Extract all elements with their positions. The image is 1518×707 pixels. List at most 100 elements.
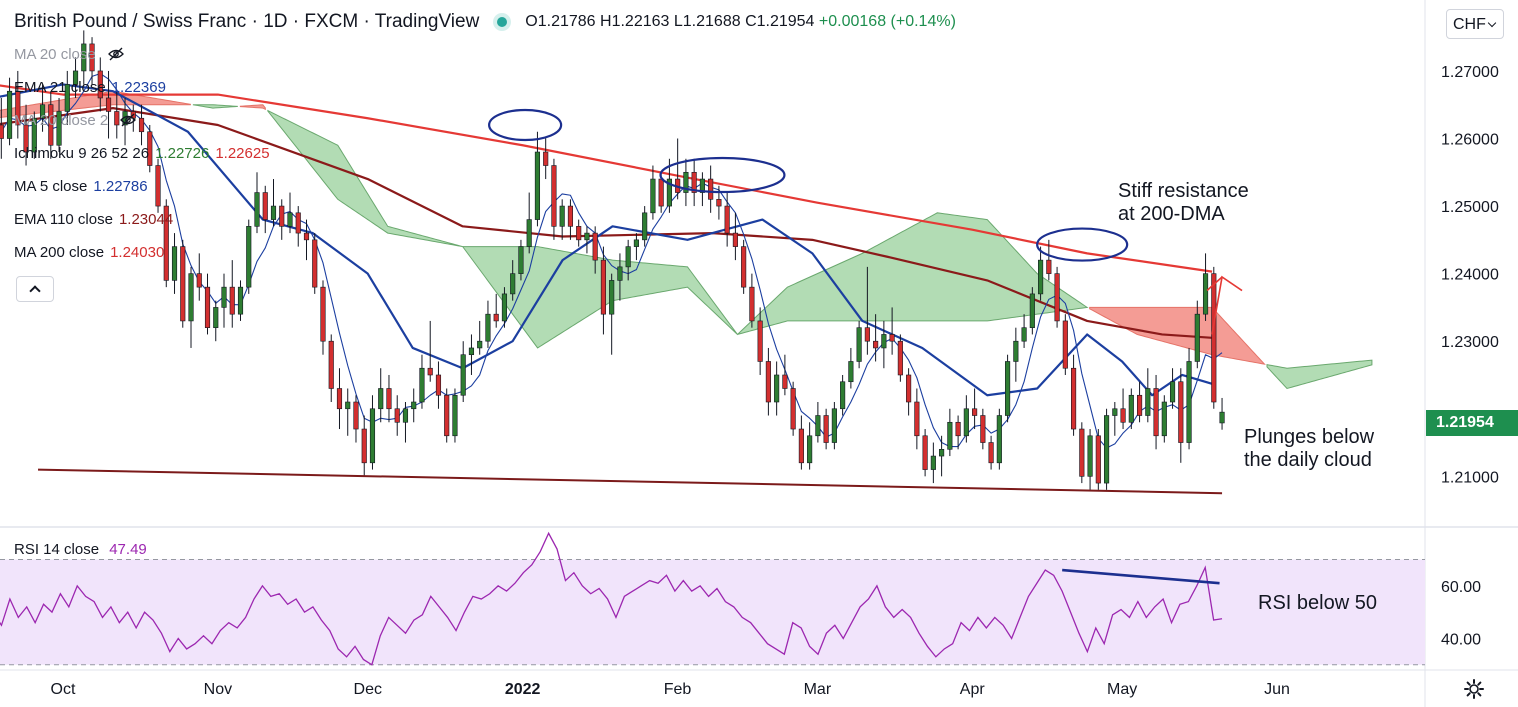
candle <box>988 435 994 470</box>
cloud-segment <box>1266 359 1373 390</box>
change-value: +0.00168 (+0.14%) <box>818 13 956 30</box>
candle-body <box>939 449 945 457</box>
candle-body <box>279 205 285 227</box>
candle-body <box>493 313 499 322</box>
candle-body <box>947 421 953 450</box>
candle-body <box>708 178 714 200</box>
eye-hidden-icon[interactable] <box>107 47 124 61</box>
candle-body <box>922 435 928 470</box>
candle-body <box>774 374 780 403</box>
resistance-note-line-1: Stiff resistance <box>1118 180 1249 202</box>
candle <box>625 239 631 281</box>
indicator-row[interactable]: EMA 21 close 1.22369 <box>14 79 166 96</box>
indicator-value: 1.23044 <box>118 211 174 228</box>
indicator-row[interactable]: MA 20 close <box>14 46 124 63</box>
candle <box>782 354 788 396</box>
candle-body <box>642 212 648 241</box>
indicator-row[interactable]: Ichimoku 9 26 52 26 1.22726 1.22625 <box>14 145 270 162</box>
candle-body <box>1029 293 1035 328</box>
indicator-row[interactable]: MA 20 close 2 <box>14 112 137 129</box>
candle-body <box>147 131 153 166</box>
candle <box>741 239 747 294</box>
candle-body <box>666 178 672 207</box>
settings-gear-icon[interactable] <box>1463 678 1485 700</box>
indicator-value: 1.22726 <box>155 145 210 162</box>
candle-body <box>320 286 326 342</box>
candle-body <box>188 273 194 322</box>
candle <box>262 185 268 234</box>
candle-body <box>56 111 62 146</box>
candle <box>270 179 277 227</box>
candle-body <box>303 232 310 241</box>
rsi-band <box>0 559 1425 665</box>
candle-body <box>988 442 994 464</box>
candle <box>889 307 895 355</box>
candle-body <box>914 401 920 437</box>
candle <box>749 273 755 328</box>
candle-body <box>881 334 887 349</box>
candle-body <box>477 340 483 349</box>
candle <box>72 57 79 98</box>
indicator-value: 1.24030 <box>110 244 165 261</box>
ema21-line <box>0 83 1213 397</box>
candle-body <box>72 70 79 85</box>
candle <box>56 97 62 153</box>
indicator-row[interactable]: MA 200 close 1.24030 <box>14 244 164 261</box>
time-tick-label: Oct <box>51 681 76 698</box>
time-tick-label: 2022 <box>505 681 541 698</box>
indicator-value-2: 1.22625 <box>215 145 270 162</box>
candle <box>534 131 541 227</box>
candle <box>81 30 87 85</box>
indicator-label: MA 200 close <box>14 244 105 261</box>
candle-body <box>1186 361 1192 443</box>
open-value: O1.21786 <box>525 13 596 30</box>
indicator-row[interactable]: EMA 110 close 1.23044 <box>14 211 173 228</box>
candle <box>831 402 837 450</box>
candle <box>617 253 623 301</box>
candle-body <box>856 327 862 362</box>
candle-body <box>518 246 524 274</box>
candle <box>947 408 953 457</box>
candle-body <box>353 401 359 430</box>
candle-body <box>840 381 846 410</box>
currency-selector[interactable]: CHF <box>1446 9 1504 39</box>
candle-body <box>237 286 244 315</box>
candle-body <box>584 232 590 241</box>
candle-body <box>1145 388 1151 416</box>
candle-body <box>81 43 87 72</box>
candle <box>411 388 417 423</box>
time-tick-label: Dec <box>354 681 382 698</box>
eye-hidden-icon[interactable] <box>120 113 137 127</box>
rsi-legend-label: RSI 14 close <box>14 541 100 558</box>
candle <box>510 260 516 301</box>
candle-body <box>782 374 788 389</box>
candle <box>1136 381 1143 423</box>
candle <box>1219 397 1225 430</box>
candle-body <box>501 293 508 322</box>
candle <box>155 158 161 213</box>
candle-body <box>576 226 582 241</box>
candle-body <box>617 266 623 281</box>
price-tick-label: 1.27000 <box>1441 64 1499 81</box>
candle <box>501 287 508 328</box>
projection-arrow-head <box>1206 276 1223 292</box>
indicator-label: Ichimoku 9 26 52 26 <box>14 145 150 162</box>
candle <box>856 320 862 369</box>
candle <box>6 77 13 146</box>
candle-body <box>369 408 376 464</box>
collapse-legend-button[interactable] <box>16 276 54 302</box>
candle-body <box>105 97 112 112</box>
indicator-value: 1.22786 <box>93 178 148 195</box>
time-tick-label: Apr <box>960 681 986 698</box>
candle-body <box>163 205 169 281</box>
candle-body <box>485 313 491 342</box>
support-trendline <box>38 468 1223 495</box>
indicator-row[interactable]: MA 5 close 1.22786 <box>14 178 148 195</box>
candle-body <box>361 428 367 464</box>
candle <box>798 415 804 470</box>
resistance-highlight <box>659 156 786 194</box>
last-price-label: 1.21954 <box>1426 410 1518 436</box>
candle-body <box>1038 259 1044 295</box>
candle <box>724 192 730 247</box>
